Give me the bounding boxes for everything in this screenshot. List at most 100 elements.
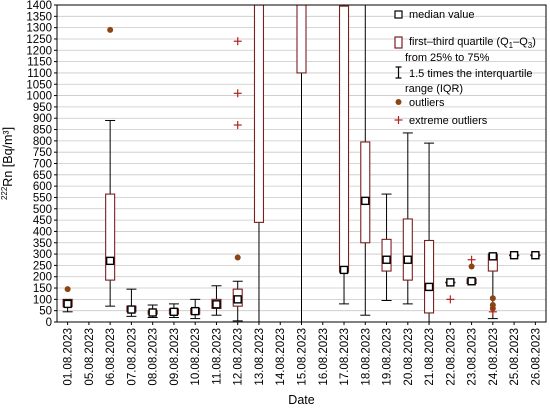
quartile-box xyxy=(105,193,116,281)
x-tick-label: 09.08.2023 xyxy=(169,328,181,386)
y-tick-label: 1350 xyxy=(26,11,52,23)
legend-iqr-range-label: range (IQR) xyxy=(405,83,463,95)
quartile-box xyxy=(338,5,350,273)
legend: median value first–third quartile (Q1–Q3… xyxy=(394,9,536,127)
box-06.08.2023 xyxy=(105,26,116,307)
y-tick-label: 1150 xyxy=(27,57,52,69)
median-marker xyxy=(509,251,519,260)
median-marker xyxy=(105,256,115,266)
median-marker xyxy=(63,299,72,309)
x-tick-label: 15.08.2023 xyxy=(297,328,309,386)
x-tick-label: 01.08.2023 xyxy=(63,328,75,386)
quartile-box xyxy=(253,5,265,223)
box-15.08.2023 xyxy=(296,5,307,322)
box-23.08.2023 xyxy=(466,255,477,286)
legend-outlier-symbol xyxy=(395,99,402,105)
x-axis-label: Date xyxy=(288,393,314,407)
y-tick-label: 700 xyxy=(33,159,52,171)
median-marker xyxy=(169,307,179,317)
y-tick-label: 950 xyxy=(33,102,52,114)
median-marker xyxy=(361,196,370,206)
x-tick-label: 12.08.2023 xyxy=(233,328,245,386)
x-tick-label: 23.08.2023 xyxy=(467,328,479,386)
y-tick-label: 200 xyxy=(33,272,52,284)
box-01.08.2023 xyxy=(62,286,73,313)
quartile-box xyxy=(402,218,413,281)
box-11.08.2023 xyxy=(211,285,222,316)
y-axis-label: 222Rn [Bq/m³] xyxy=(0,127,15,200)
x-tick-label: 21.08.2023 xyxy=(424,328,436,386)
y-tick-label: 300 xyxy=(33,249,52,261)
x-tick-label: 10.08.2023 xyxy=(190,328,202,386)
y-tick-label: 1050 xyxy=(26,79,52,91)
y-tick-label: 250 xyxy=(33,260,52,272)
outlier-point xyxy=(234,254,241,261)
median-marker xyxy=(212,300,221,309)
x-tick-label: 06.08.2023 xyxy=(105,328,117,386)
x-tick-label: 13.08.2023 xyxy=(254,328,266,386)
x-tick-label: 18.08.2023 xyxy=(360,328,372,386)
legend-median-symbol xyxy=(394,10,403,19)
box-07.08.2023 xyxy=(126,288,137,317)
legend-extreme-symbol xyxy=(394,116,403,124)
x-axis-ticks: 01.08.2023 05.08.2023 06.08.2023 07.08.2023… xyxy=(63,322,542,386)
outlier-point xyxy=(64,286,71,293)
x-tick-label: 19.08.2023 xyxy=(382,328,394,386)
y-axis-label-text: Rn [Bq/m³] xyxy=(1,127,15,187)
x-tick-label: 14.08.2023 xyxy=(275,328,287,386)
x-tick-label: 08.08.2023 xyxy=(148,328,160,386)
x-tick-label: 07.08.2023 xyxy=(126,328,138,386)
median-marker xyxy=(148,308,157,317)
y-tick-label: 350 xyxy=(33,238,52,250)
y-axis-label-superscript: 222 xyxy=(0,186,9,200)
x-tick-label: 22.08.2023 xyxy=(445,328,457,386)
median-marker xyxy=(531,251,540,260)
x-tick-label: 20.08.2023 xyxy=(403,328,415,386)
y-axis-ticks: 0501001502002503003504004505005506006507… xyxy=(26,0,57,329)
box-19.08.2023 xyxy=(381,193,392,301)
legend-iqr-label: 1.5 times the interquartile xyxy=(409,68,533,80)
box-09.08.2023 xyxy=(168,303,179,318)
y-tick-label: 450 xyxy=(33,215,52,227)
y-tick-label: 400 xyxy=(33,226,52,238)
box-08.08.2023 xyxy=(147,304,158,318)
y-tick-label: 650 xyxy=(33,170,52,182)
legend-whisker-symbol xyxy=(395,66,402,79)
box-25.08.2023 xyxy=(509,251,520,260)
y-tick-label: 1000 xyxy=(26,91,52,103)
legend-quartile-label: first–third quartile (Q1–Q3) xyxy=(409,36,536,50)
median-marker xyxy=(467,277,476,286)
y-tick-label: 900 xyxy=(33,113,52,125)
x-tick-label: 16.08.2023 xyxy=(318,328,330,386)
median-marker xyxy=(424,282,434,292)
y-tick-label: 150 xyxy=(33,283,52,295)
median-marker xyxy=(488,252,498,261)
y-tick-label: 100 xyxy=(33,294,52,306)
quartile-box xyxy=(381,238,392,272)
x-tick-label: 26.08.2023 xyxy=(530,328,542,386)
box-24.08.2023 xyxy=(487,252,498,320)
box-17.08.2023 xyxy=(338,5,350,305)
legend-outliers-label: outliers xyxy=(409,97,445,109)
y-tick-label: 1100 xyxy=(27,68,52,80)
box-10.08.2023 xyxy=(190,298,201,320)
median-marker xyxy=(446,278,455,287)
x-tick-label: 05.08.2023 xyxy=(84,328,96,386)
median-marker xyxy=(127,305,136,314)
outlier-point xyxy=(468,263,475,270)
outlier-point xyxy=(107,26,114,33)
box-13.08.2023 xyxy=(253,5,265,322)
legend-median-label: median value xyxy=(409,9,474,21)
y-tick-label: 500 xyxy=(33,204,52,216)
y-tick-label: 600 xyxy=(33,181,52,193)
outlier-point xyxy=(489,295,496,302)
median-marker xyxy=(382,255,391,264)
box-18.08.2023 xyxy=(360,5,371,316)
y-tick-label: 50 xyxy=(39,306,52,318)
box-22.08.2023 xyxy=(445,278,456,304)
x-tick-label: 25.08.2023 xyxy=(509,328,521,386)
y-tick-label: 800 xyxy=(33,136,52,148)
legend-extreme-label: extreme outliers xyxy=(409,115,488,127)
plot-area xyxy=(62,5,541,322)
median-marker xyxy=(403,255,413,264)
